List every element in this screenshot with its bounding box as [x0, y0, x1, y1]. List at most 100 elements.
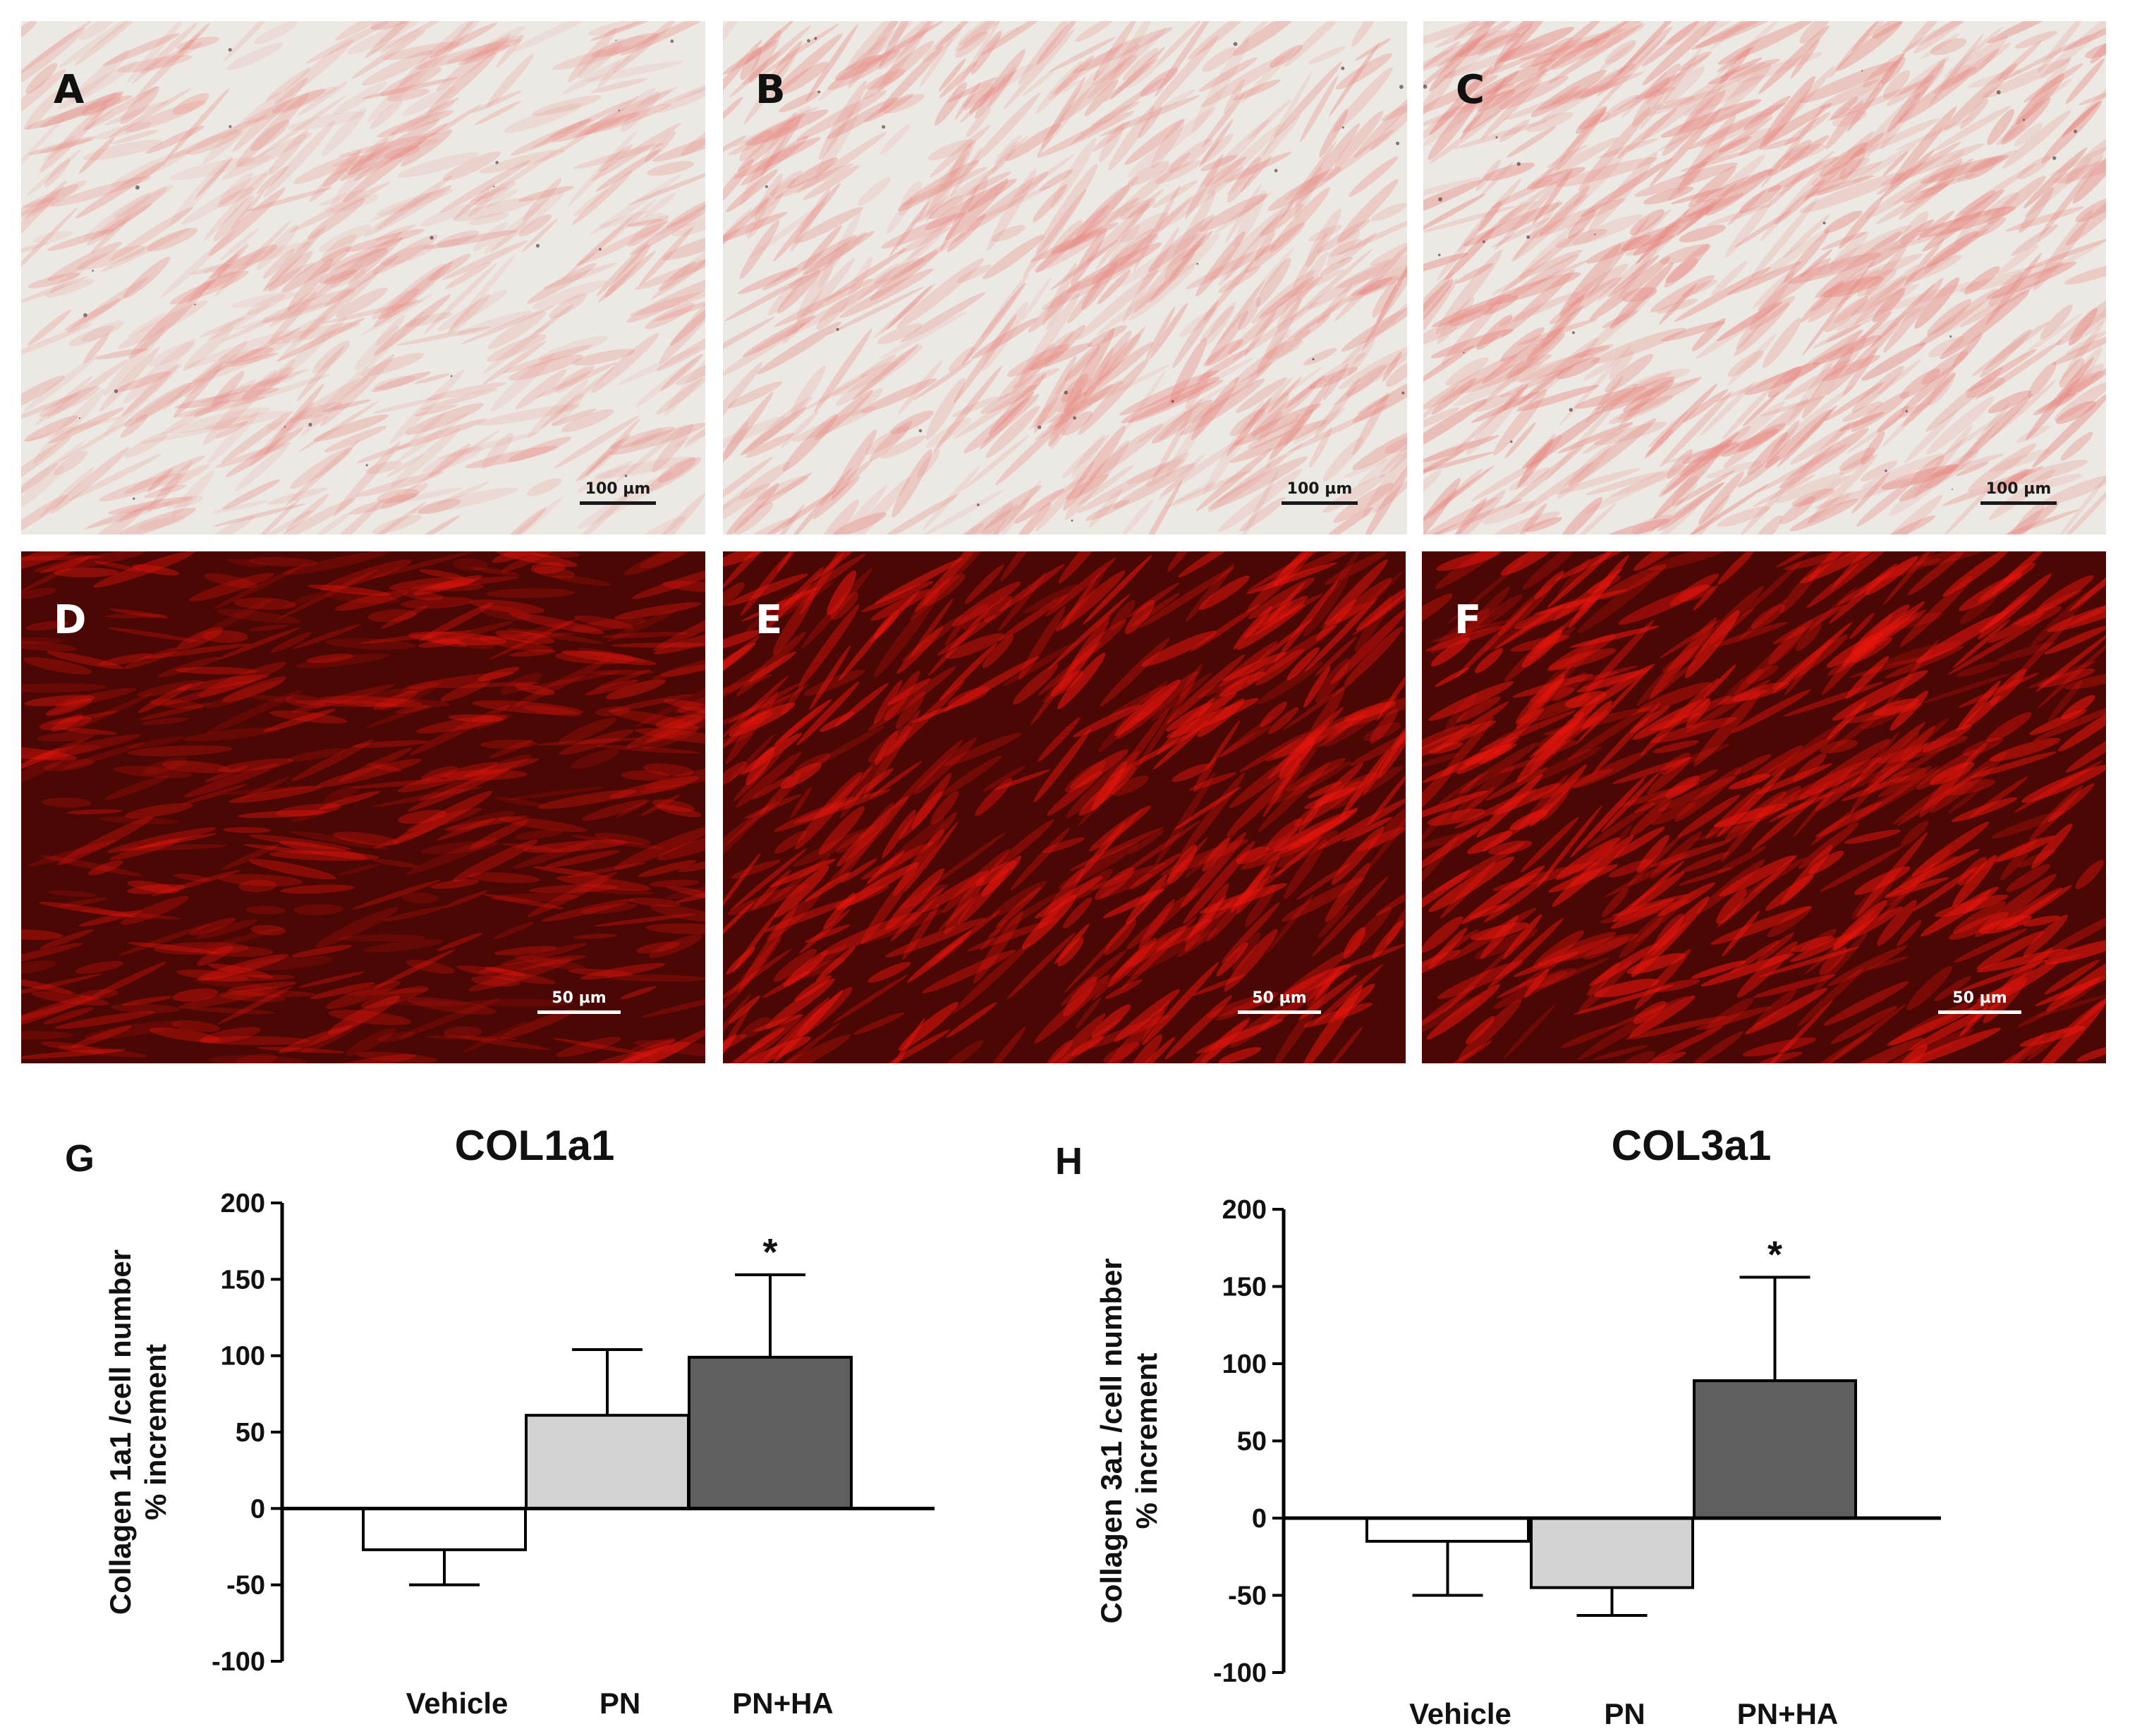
cell-shape: [44, 759, 94, 771]
cell-shape: [626, 275, 705, 323]
cell-shape: [577, 472, 674, 530]
cell-shape: [1435, 249, 1502, 335]
debris-dot: [1463, 352, 1465, 354]
cell-shape: [1644, 89, 1720, 117]
cell-shape: [2033, 393, 2076, 415]
cell-shape: [1281, 876, 1365, 922]
cell-shape: [1463, 202, 1563, 247]
cell-shape: [1061, 373, 1089, 403]
cell-shape: [79, 989, 119, 999]
cell-shape: [925, 377, 966, 440]
cell-shape: [1903, 183, 1948, 203]
cell-shape: [746, 747, 775, 786]
cell-shape: [78, 136, 115, 174]
cell-shape: [1070, 228, 1107, 286]
cell-shape: [1454, 21, 1499, 40]
cell-shape: [741, 587, 818, 622]
cell-shape: [1767, 169, 1806, 208]
cell-shape: [1672, 476, 1698, 506]
cell-shape: [1710, 608, 1755, 644]
cell-shape: [792, 406, 876, 442]
cell-shape: [757, 322, 842, 374]
cell-shape: [963, 435, 1030, 490]
cell-shape: [325, 981, 401, 1010]
cell-shape: [159, 464, 209, 492]
cell-shape: [1895, 116, 1973, 151]
cell-shape: [1997, 40, 2042, 80]
cell-shape: [197, 953, 289, 981]
cell-shape: [1517, 439, 1554, 488]
cell-shape: [169, 270, 249, 305]
cell-shape: [1779, 757, 1882, 805]
cell-shape: [1152, 720, 1210, 770]
cell-shape: [86, 187, 168, 246]
cell-shape: [1708, 59, 1780, 85]
cell-shape: [162, 680, 256, 706]
cell-shape: [1937, 158, 1963, 186]
cell-shape: [1576, 670, 1644, 692]
scale-bar: 100 µm: [1980, 482, 2057, 505]
cell-shape: [633, 1039, 705, 1058]
cell-shape: [1878, 360, 1921, 394]
cell-shape: [866, 850, 906, 884]
cell-shape: [938, 59, 966, 92]
y-tick-label: 50: [236, 1418, 265, 1448]
cell-shape: [40, 1041, 106, 1054]
cell-shape: [890, 887, 944, 941]
cell-shape: [646, 457, 702, 492]
cell-shape: [1934, 976, 1971, 1002]
cell-shape: [1037, 76, 1086, 157]
cell-shape: [882, 809, 916, 859]
cell-shape: [573, 188, 609, 216]
cell-shape: [723, 317, 775, 369]
cell-shape: [1813, 932, 1868, 993]
cell-shape: [1850, 132, 1885, 160]
cell-shape: [1653, 454, 1718, 520]
cell-shape: [803, 669, 865, 697]
micrograph-panel-e: E 50 µm: [723, 551, 1406, 1063]
cell-shape: [1266, 818, 1303, 851]
cell-shape: [522, 178, 562, 221]
cell-shape: [979, 391, 1035, 450]
cell-shape: [373, 949, 455, 989]
cell-shape: [1594, 979, 1660, 998]
cell-shape: [1152, 180, 1198, 208]
cell-shape: [534, 566, 576, 579]
cell-shape: [657, 831, 705, 860]
cell-shape: [389, 577, 475, 592]
cell-shape: [333, 81, 387, 115]
debris-dot: [194, 303, 196, 306]
cell-shape: [1852, 637, 1893, 663]
cell-shape: [1274, 61, 1342, 138]
cell-shape: [296, 653, 390, 668]
cell-shape: [1557, 444, 1612, 499]
cell-shape: [1914, 277, 1960, 329]
debris-dot: [1996, 90, 2001, 94]
cell-shape: [1298, 799, 1324, 833]
cell-shape: [1800, 551, 1894, 584]
cell-shape: [118, 300, 208, 349]
cell-shape: [891, 449, 932, 518]
cell-shape: [1923, 673, 2011, 704]
cell-shape: [1678, 867, 1734, 886]
cell-shape: [1179, 308, 1218, 337]
cell-shape: [613, 21, 680, 73]
cell-shape: [878, 21, 941, 70]
cell-shape: [1779, 496, 1815, 525]
cell-shape: [870, 760, 923, 798]
cell-shape: [1110, 21, 1160, 80]
cell-shape: [1901, 820, 1929, 846]
cell-shape: [196, 515, 255, 534]
y-axis-label: Collagen 1a1 /cell number: [104, 1249, 137, 1615]
cell-shape: [1789, 420, 1858, 465]
cell-shape: [773, 163, 854, 200]
cell-shape: [1057, 937, 1084, 967]
cell-shape: [1289, 249, 1373, 322]
cell-shape: [2042, 475, 2106, 506]
cell-shape: [2001, 97, 2051, 145]
cell-shape: [827, 49, 900, 90]
cell-shape: [1293, 407, 1346, 444]
cell-shape: [1520, 220, 1580, 276]
cell-shape: [1686, 699, 1711, 728]
cell-shape: [1989, 448, 2051, 472]
